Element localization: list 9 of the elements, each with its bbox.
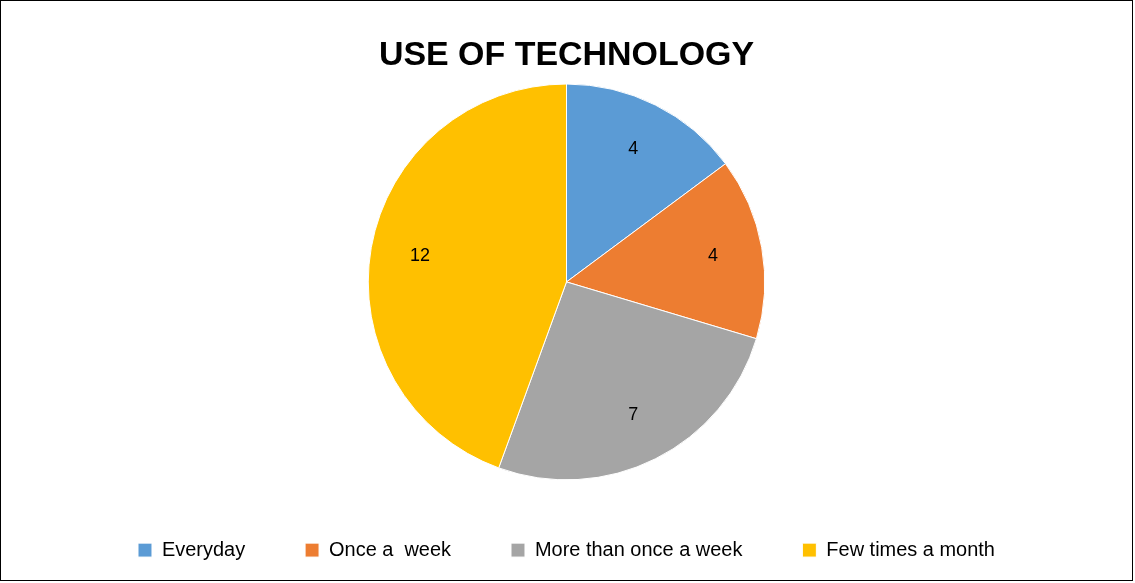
legend-label: Everyday [161,537,246,560]
legend-label: Once a week [329,537,452,560]
legend-label: Few times a month [826,537,995,560]
legend-label: More than once a week [534,537,743,560]
data-label: 4 [628,138,639,159]
data-label: 12 [410,245,431,266]
chart-title: USE OF TECHNOLOGY [378,33,755,72]
data-label: 7 [628,403,639,424]
data-label: 4 [707,245,718,266]
